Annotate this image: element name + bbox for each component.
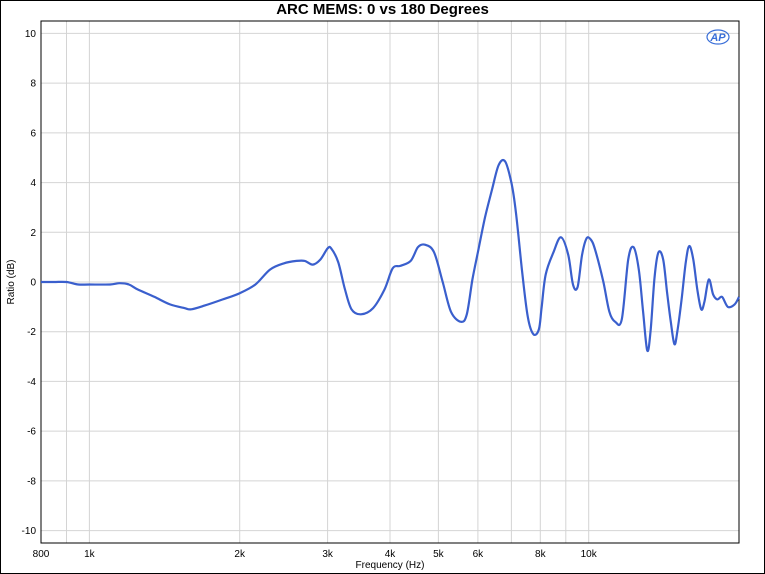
series-line-0 xyxy=(40,158,740,353)
y-tick-label: -4 xyxy=(27,377,36,388)
y-tick-label: 10 xyxy=(25,29,37,40)
y-axis-label: Ratio (dB) xyxy=(6,259,17,304)
grid xyxy=(40,21,740,543)
y-tick-label: 2 xyxy=(30,228,36,239)
x-tick-label: 8k xyxy=(535,549,547,560)
y-tick-labels: 10 8 6 4 2 0 -2 -4 -6 -8 -10 xyxy=(22,29,37,537)
ap-logo-icon: AP xyxy=(706,29,730,45)
x-tick-label: 800 xyxy=(33,549,50,560)
y-tick-label: -2 xyxy=(27,327,36,338)
x-tick-label: 3k xyxy=(322,549,334,560)
x-tick-label: 6k xyxy=(473,549,485,560)
y-tick-label: 4 xyxy=(30,178,36,189)
x-tick-label: 5k xyxy=(433,549,445,560)
x-tick-label: 1k xyxy=(84,549,96,560)
x-tick-labels: 800 1k 2k 3k 4k 5k 6k 8k 10k xyxy=(33,549,598,560)
y-tick-label: -8 xyxy=(27,476,36,487)
x-tick-label: 4k xyxy=(385,549,397,560)
x-axis-label: Frequency (Hz) xyxy=(356,560,425,571)
series-layer xyxy=(40,158,740,353)
ap-logo-text: AP xyxy=(709,32,726,44)
x-tick-label: 10k xyxy=(581,549,598,560)
y-tick-label: 8 xyxy=(30,79,36,90)
y-tick-label: -10 xyxy=(22,526,37,537)
y-tick-label: -6 xyxy=(27,427,36,438)
y-tick-label: 0 xyxy=(30,278,36,289)
x-tick-label: 2k xyxy=(234,549,246,560)
y-tick-label: 6 xyxy=(30,128,36,139)
chart-title: ARC MEMS: 0 vs 180 Degrees xyxy=(276,1,489,18)
